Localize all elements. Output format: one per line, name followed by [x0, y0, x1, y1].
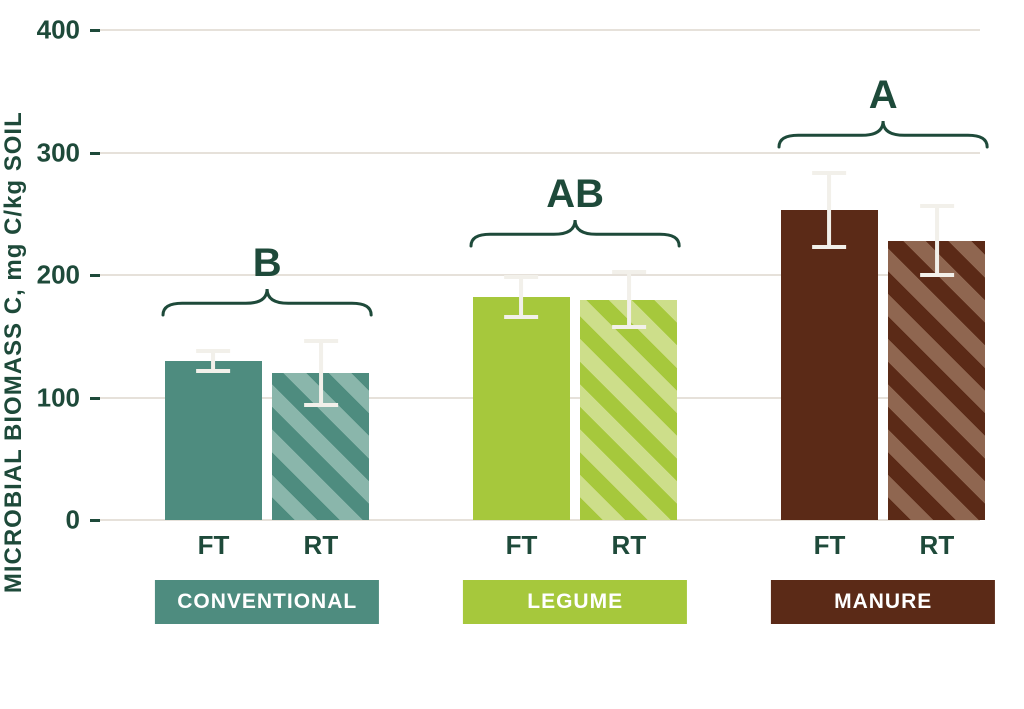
y-tick-mark: [90, 152, 100, 155]
bar: [781, 210, 878, 520]
x-tick-label: FT: [506, 530, 538, 561]
significance-brace: [161, 287, 373, 317]
y-tick-mark: [90, 29, 100, 32]
plot-area: 0100200300400FTRTBCONVENTIONALFTRTABLEGU…: [100, 30, 980, 520]
significance-brace: [777, 119, 989, 149]
bar: [888, 241, 985, 520]
group-label: MANURE: [771, 580, 995, 624]
gridline: [100, 29, 980, 31]
x-tick-label: FT: [814, 530, 846, 561]
bar-hatch: [888, 241, 985, 520]
group-label: LEGUME: [463, 580, 687, 624]
x-tick-label: FT: [198, 530, 230, 561]
significance-letter: AB: [546, 172, 604, 217]
bar-hatch: [580, 300, 677, 521]
bar: [473, 297, 570, 520]
x-tick-label: RT: [612, 530, 647, 561]
bar: [580, 300, 677, 521]
significance-letter: B: [253, 241, 282, 286]
bar: [165, 361, 262, 520]
x-tick-label: RT: [304, 530, 339, 561]
x-tick-label: RT: [920, 530, 955, 561]
significance-letter: A: [869, 73, 898, 118]
bar-hatch: [272, 373, 369, 520]
y-tick-mark: [90, 274, 100, 277]
y-tick-mark: [90, 519, 100, 522]
gridline: [100, 152, 980, 154]
y-tick-mark: [90, 397, 100, 400]
significance-brace: [469, 218, 681, 248]
group-label: CONVENTIONAL: [155, 580, 379, 624]
bar: [272, 373, 369, 520]
biomass-bar-chart: MICROBIAL BIOMASS C, mg C/kg SOIL 010020…: [0, 0, 1024, 709]
y-axis-title: MICROBIAL BIOMASS C, mg C/kg SOIL: [0, 111, 28, 593]
